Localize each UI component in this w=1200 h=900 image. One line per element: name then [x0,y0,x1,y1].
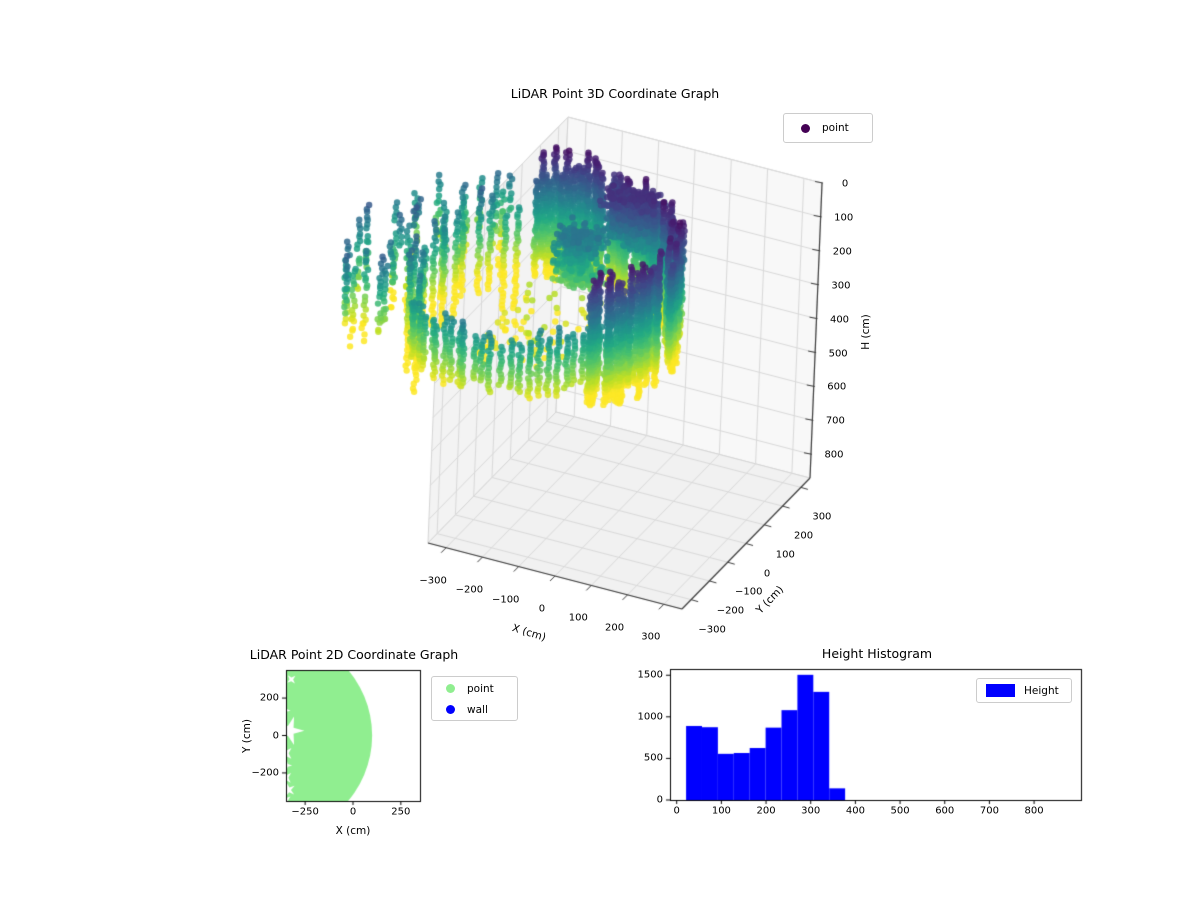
plot2d-y-axis-label: Y (cm) [241,719,253,753]
plot2d-legend: point wall [431,676,518,721]
legend-label: point [467,682,494,695]
legend-label: wall [467,703,488,716]
plot3d-legend: point [783,113,873,143]
height-swatch-icon [986,684,1015,697]
legend-item: Height [977,679,1071,702]
legend-item: wall [432,699,517,720]
legend-label: point [822,122,849,134]
legend-label: Height [1024,684,1059,697]
histogram-title: Height Histogram [821,646,933,661]
plot2d-x-axis-label: X (cm) [335,825,371,837]
plot2d-title: LiDAR Point 2D Coordinate Graph [249,647,459,662]
plot3d-title: LiDAR Point 3D Coordinate Graph [510,86,720,101]
legend-item: point [784,114,872,142]
point-marker-icon [801,123,810,133]
histogram-legend: Height [976,678,1072,703]
wall-marker-icon [446,705,455,714]
plot3d-z-axis-label: H (cm) [860,314,872,350]
legend-item: point [432,678,517,699]
point-marker-icon [446,684,455,693]
